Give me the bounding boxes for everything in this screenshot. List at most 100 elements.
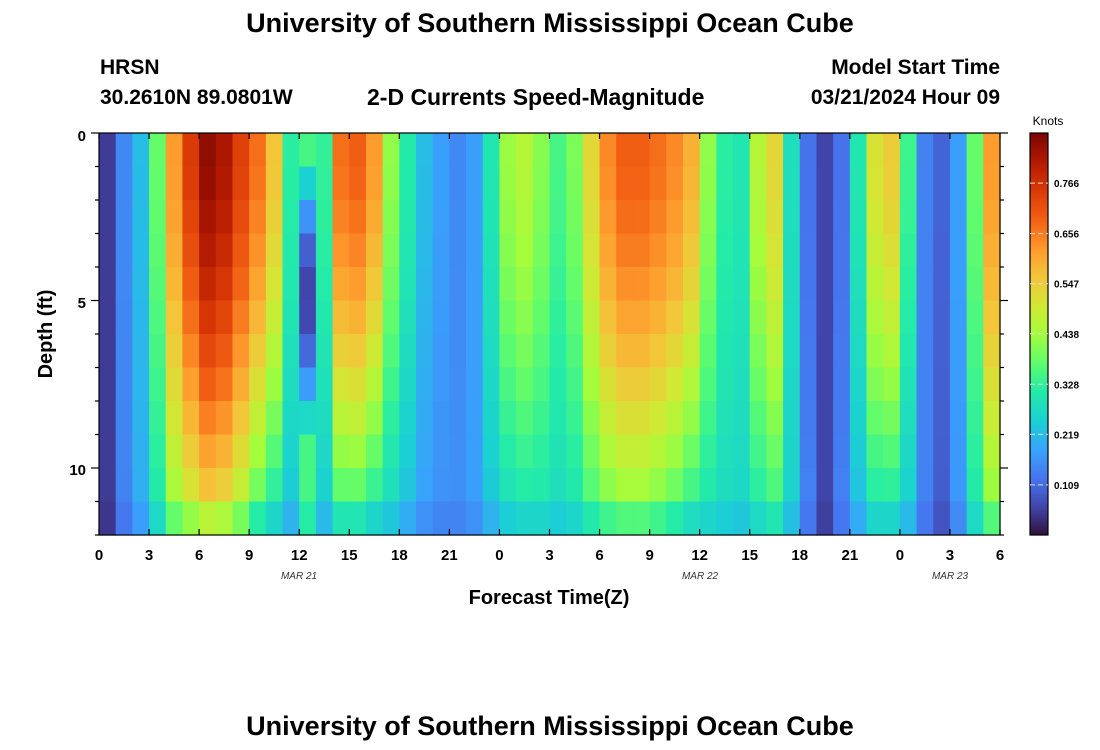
x-tick-label: 0 — [495, 547, 503, 564]
heatmap-cell — [983, 401, 1001, 436]
heatmap-cell — [516, 233, 534, 268]
heatmap-cell — [466, 300, 484, 335]
heatmap-cell — [916, 334, 934, 369]
heatmap-cell — [549, 468, 567, 503]
heatmap-cell — [549, 133, 567, 168]
heatmap-cell — [749, 434, 768, 469]
heatmap-cell — [816, 300, 834, 335]
heatmap-cell — [416, 133, 434, 168]
heatmap-cell — [132, 166, 150, 201]
heatmap-cell — [666, 200, 684, 235]
heatmap-cell — [416, 334, 434, 369]
heatmap-cell — [682, 334, 701, 369]
heatmap-cell — [499, 133, 517, 168]
heatmap-cell — [382, 233, 400, 268]
heatmap-cell — [332, 233, 350, 268]
heatmap-cell — [466, 334, 484, 369]
heatmap-cell — [682, 401, 701, 436]
heatmap-cell — [232, 468, 250, 503]
heatmap-cell — [416, 267, 434, 302]
heatmap-cell — [466, 233, 484, 268]
heatmap-cell — [265, 300, 284, 335]
heatmap-cell — [949, 300, 968, 335]
heatmap-cell — [482, 434, 501, 469]
heatmap-cell — [666, 300, 684, 335]
heatmap-cell — [632, 367, 651, 402]
heatmap-cell — [299, 200, 317, 235]
heatmap-cell — [99, 501, 117, 536]
heatmap-cell — [532, 166, 551, 201]
heatmap-cell — [682, 133, 701, 168]
heatmap-cell — [849, 267, 868, 302]
colorbar-unit-label: Knots — [1033, 114, 1064, 128]
heatmap-cell — [482, 501, 501, 536]
heatmap-cell — [365, 501, 384, 536]
heatmap-cell — [716, 367, 734, 402]
heatmap-cell — [616, 401, 634, 436]
heatmap-cell — [215, 367, 234, 402]
heatmap-cell — [899, 434, 918, 469]
heatmap-cell — [482, 468, 501, 503]
heatmap-grid — [99, 133, 1001, 536]
heatmap-cell — [699, 334, 717, 369]
heatmap-cell — [332, 401, 350, 436]
heatmap-cell — [215, 468, 234, 503]
heatmap-cell — [249, 468, 267, 503]
heatmap-cell — [733, 367, 751, 402]
heatmap-cell — [349, 233, 367, 268]
heatmap-cell — [616, 233, 634, 268]
heatmap-cell — [866, 501, 884, 536]
heatmap-cell — [566, 233, 584, 268]
heatmap-cell — [315, 434, 334, 469]
heatmap-cell — [799, 367, 818, 402]
heatmap-cell — [783, 367, 801, 402]
heatmap-cell — [666, 133, 684, 168]
heatmap-cell — [933, 200, 951, 235]
heatmap-cell — [966, 166, 984, 201]
heatmap-cell — [382, 501, 400, 536]
heatmap-cell — [749, 133, 768, 168]
heatmap-cell — [499, 166, 517, 201]
heatmap-cell — [582, 267, 601, 302]
heatmap-cell — [733, 300, 751, 335]
heatmap-cell — [132, 133, 150, 168]
heatmap-cell — [833, 434, 851, 469]
heatmap-cell — [332, 434, 350, 469]
heatmap-cell — [265, 200, 284, 235]
heatmap-cell — [382, 133, 400, 168]
heatmap-cell — [666, 166, 684, 201]
heatmap-cell — [766, 401, 784, 436]
date-label: MAR 22 — [682, 571, 719, 582]
heatmap-cell — [949, 267, 968, 302]
heatmap-cell — [149, 133, 167, 168]
heatmap-cell — [599, 434, 617, 469]
heatmap-cell — [783, 401, 801, 436]
heatmap-cell — [883, 468, 901, 503]
heatmap-cell — [616, 133, 634, 168]
heatmap-cell — [365, 133, 384, 168]
heatmap-cell — [182, 367, 200, 402]
heatmap-cell — [799, 401, 818, 436]
heatmap-cell — [99, 166, 117, 201]
heatmap-cell — [165, 334, 184, 369]
heatmap-cell — [716, 133, 734, 168]
heatmap-cell — [649, 166, 667, 201]
y-tick-label: 0 — [78, 128, 86, 145]
heatmap-cell — [299, 367, 317, 402]
heatmap-cell — [282, 401, 300, 436]
heatmap-cell — [766, 133, 784, 168]
heatmap-cell — [449, 434, 467, 469]
heatmap-cell — [799, 200, 818, 235]
heatmap-cell — [899, 233, 918, 268]
heatmap-cell — [716, 434, 734, 469]
heatmap-cell — [516, 334, 534, 369]
heatmap-cell — [733, 200, 751, 235]
heatmap-cell — [315, 166, 334, 201]
heatmap-cell — [632, 200, 651, 235]
heatmap-cell — [115, 233, 133, 268]
heatmap-cell — [516, 200, 534, 235]
heatmap-cell — [916, 300, 934, 335]
heatmap-cell — [149, 166, 167, 201]
heatmap-cell — [733, 334, 751, 369]
